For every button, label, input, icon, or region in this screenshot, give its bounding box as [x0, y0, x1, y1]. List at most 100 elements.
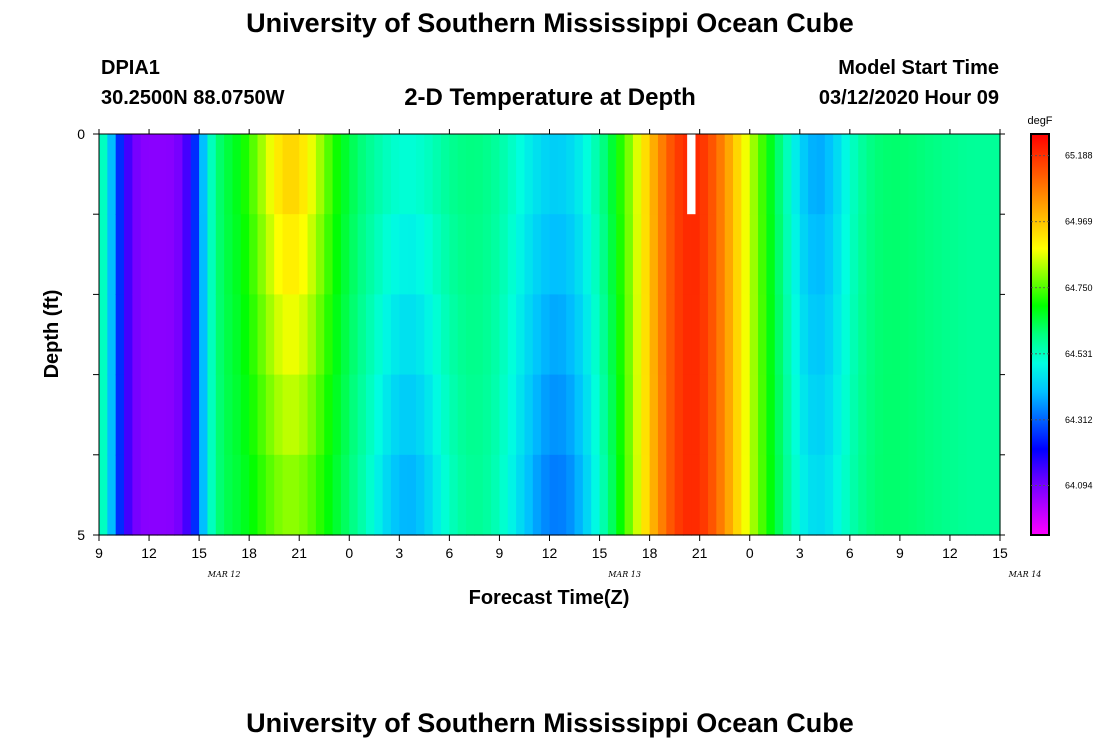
heatmap-cell: [632, 134, 642, 215]
heatmap-cell: [182, 134, 192, 215]
heatmap-cell: [657, 294, 667, 376]
heatmap-cell: [966, 294, 976, 376]
heatmap-cell: [966, 134, 976, 215]
heatmap-cell: [282, 134, 292, 215]
heatmap-cell: [432, 214, 442, 295]
heatmap-cell: [649, 294, 659, 376]
heatmap-cell: [249, 214, 259, 295]
heatmap-cell: [315, 214, 325, 295]
heatmap-cell: [549, 134, 559, 215]
heatmap-cell: [724, 374, 734, 456]
heatmap-cell: [324, 134, 334, 215]
heatmap-cell: [799, 294, 809, 376]
heatmap-cell: [699, 454, 709, 536]
heatmap-cell: [783, 294, 793, 376]
heatmap-cell: [966, 374, 976, 456]
heatmap-cell: [115, 454, 125, 536]
heatmap-cell: [666, 374, 676, 456]
heatmap-cell: [933, 294, 943, 376]
heatmap-cell: [783, 134, 793, 215]
colorbar-tick-label: 64.312: [1065, 415, 1093, 425]
heatmap-cell: [232, 134, 242, 215]
heatmap-cell: [416, 454, 425, 536]
heatmap-cell: [607, 214, 617, 295]
heatmap-cell: [132, 454, 142, 536]
heatmap-cell: [449, 374, 459, 456]
heatmap-cell: [357, 454, 367, 536]
heatmap-cell: [190, 134, 200, 215]
heatmap-cell: [874, 294, 884, 376]
heatmap-cell: [974, 134, 984, 215]
heatmap-cell: [941, 294, 951, 376]
heatmap-cell: [991, 374, 1001, 456]
heatmap-cell: [657, 374, 667, 456]
heatmap-cell: [949, 134, 959, 215]
heatmap-cell: [682, 454, 692, 536]
y-tick-label: 0: [77, 126, 85, 142]
heatmap-cell: [265, 454, 275, 536]
heatmap-cell: [349, 134, 359, 215]
heatmap-cell: [199, 454, 209, 536]
heatmap-cell: [674, 374, 684, 456]
heatmap-cell: [724, 214, 734, 295]
missing-value-cell: [687, 134, 696, 215]
heatmap-cell: [632, 374, 642, 456]
heatmap-cell: [983, 454, 993, 536]
heatmap-cell: [307, 214, 317, 295]
heatmap-cell: [582, 374, 592, 456]
heatmap-cell: [666, 454, 676, 536]
heatmap-cell: [808, 214, 818, 295]
heatmap-cell: [824, 454, 834, 536]
heatmap-cell: [941, 134, 951, 215]
heatmap-cell: [99, 294, 108, 376]
heatmap-cell: [224, 454, 234, 536]
x-tick-label: 3: [395, 545, 403, 561]
heatmap-cell: [357, 214, 367, 295]
chart-subtitle: 2-D Temperature at Depth: [404, 84, 696, 111]
heatmap-cell: [349, 374, 359, 456]
heatmap-cell: [124, 374, 133, 456]
heatmap-cell: [599, 214, 609, 295]
heatmap-cell: [190, 294, 200, 376]
y-axis: 05: [77, 126, 1005, 543]
heatmap-cell: [115, 214, 125, 295]
heatmap-cell: [958, 134, 968, 215]
heatmap-cell: [657, 454, 667, 536]
heatmap-cell: [374, 214, 384, 295]
heatmap-cell: [841, 134, 851, 215]
heatmap-cell: [991, 454, 1001, 536]
heatmap-cell: [599, 454, 609, 536]
heatmap-cell: [491, 454, 501, 536]
heatmap-cell: [416, 134, 425, 215]
heatmap-cell: [607, 374, 617, 456]
heatmap-cell: [357, 374, 367, 456]
heatmap-cell: [941, 214, 951, 295]
date-label: MAR 14: [1008, 570, 1042, 579]
heatmap-cell: [482, 294, 492, 376]
heatmap-cell: [157, 294, 167, 376]
heatmap-cell: [841, 214, 851, 295]
heatmap-cell: [858, 454, 868, 536]
heatmap-cell: [749, 134, 759, 215]
heatmap-cell: [474, 374, 484, 456]
heatmap-cell: [382, 454, 392, 536]
heatmap-cell: [315, 134, 325, 215]
heatmap-cell: [282, 214, 292, 295]
heatmap-cell: [307, 294, 317, 376]
heatmap-cell: [716, 134, 726, 215]
model-start-label: Model Start Time: [838, 57, 999, 79]
heatmap-cell: [849, 214, 859, 295]
heatmap-cell: [699, 134, 709, 215]
heatmap-cell: [983, 374, 993, 456]
heatmap-cell: [499, 134, 509, 215]
heatmap-cell: [607, 294, 617, 376]
heatmap-cell: [966, 454, 976, 536]
heatmap-cell: [866, 454, 876, 536]
heatmap-cell: [174, 134, 184, 215]
heatmap-cell: [849, 374, 859, 456]
heatmap-cell: [791, 294, 801, 376]
heatmap-cell: [407, 294, 417, 376]
heatmap-cell: [165, 454, 175, 536]
x-tick-label: 9: [896, 545, 904, 561]
